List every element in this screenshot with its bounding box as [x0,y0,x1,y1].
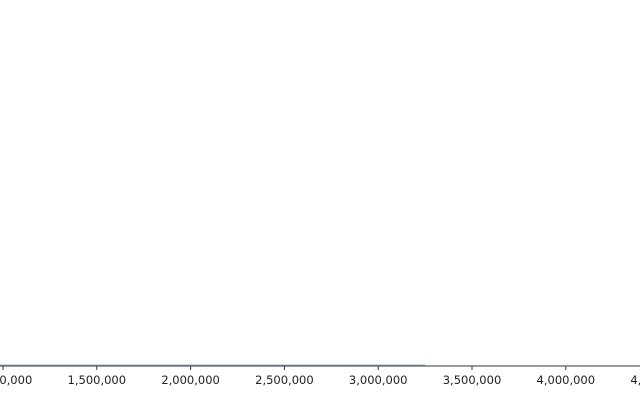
x-tick-label: 2,500,000 [255,373,314,387]
x-tick-label: 4,000,000 [537,373,596,387]
x-tick-label: 3,000,000 [349,373,408,387]
x-tick-label: 2,000,000 [161,373,220,387]
x-tick-label: 3,500,000 [443,373,502,387]
x-tick-label: 1,500,000 [68,373,127,387]
x-axis-ticks: 1,000,000 1,500,000 2,000,000 2,500,000 3,00… [0,366,640,387]
x-tick-label: 1,000,000 [0,373,32,387]
x-tick-label: 4,500,000 [630,373,640,387]
